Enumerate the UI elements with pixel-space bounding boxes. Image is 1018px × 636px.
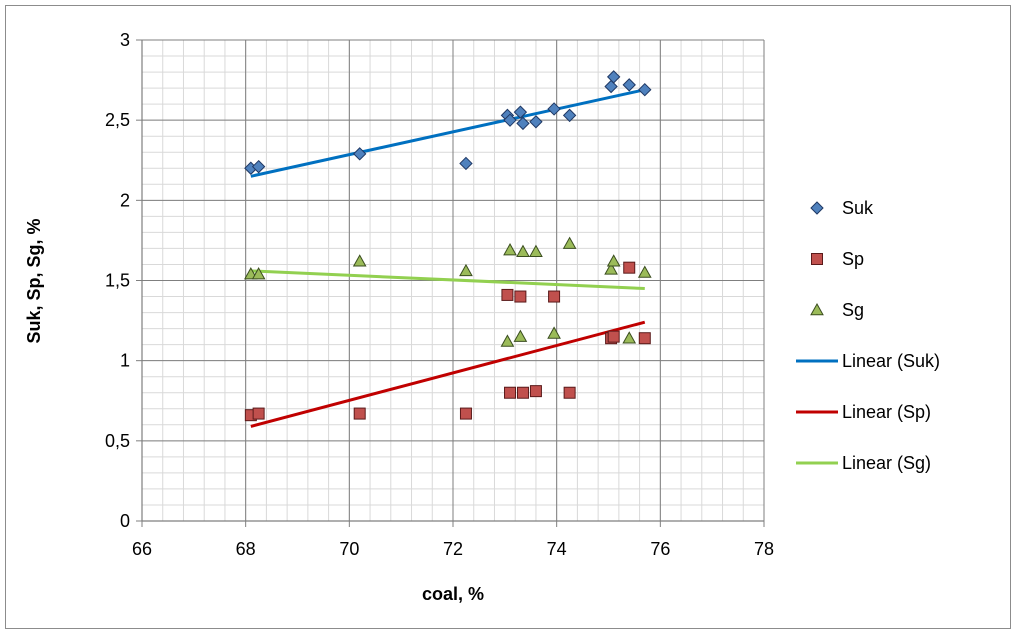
x-tick-label: 68: [236, 539, 256, 559]
legend: Suk Sp Sg Linear (Suk) Linear (Sp) Linear (Sg…: [796, 198, 940, 473]
point-suk: [352, 147, 367, 161]
point-sp: [623, 261, 636, 274]
point-suk: [516, 116, 530, 131]
point-sp: [252, 407, 265, 420]
point-sg: [352, 254, 367, 267]
data-points: [244, 70, 652, 422]
y-tick-label: 1: [120, 351, 130, 371]
y-tick-label: 1,5: [105, 271, 130, 291]
point-suk: [459, 156, 473, 171]
y-axis-title: Suk, Sp, Sg, %: [24, 218, 44, 343]
axes: [136, 39, 765, 527]
trendline-linear-sg: [250, 269, 645, 291]
point-suk: [503, 113, 517, 127]
point-sp: [563, 386, 576, 399]
legend-label-linear-sp: Linear (Sp): [842, 402, 931, 422]
point-suk: [547, 102, 561, 116]
point-suk: [529, 115, 543, 129]
point-sg: [622, 331, 637, 344]
point-sg: [516, 244, 530, 257]
y-tick-label: 0,5: [105, 431, 130, 451]
point-sg: [513, 329, 528, 342]
point-sp: [548, 290, 561, 303]
point-sg: [503, 243, 517, 256]
legend-label-sg: Sg: [842, 300, 864, 320]
point-sg: [529, 244, 543, 257]
trendline-linear-suk: [250, 88, 646, 178]
point-sp: [529, 385, 542, 398]
point-sp: [504, 386, 517, 399]
point-sp: [516, 386, 529, 399]
point-suk: [638, 82, 652, 97]
legend-label-linear-sg: Linear (Sg): [842, 453, 931, 473]
point-suk: [251, 159, 266, 174]
point-suk: [562, 108, 577, 123]
point-sp: [607, 330, 620, 343]
legend-marker-sg: [810, 302, 824, 316]
point-suk: [622, 78, 636, 92]
point-suk: [513, 105, 528, 119]
trendline-linear-sp: [250, 320, 646, 428]
point-sp: [514, 290, 527, 303]
point-sg: [500, 334, 515, 347]
legend-marker-suk: [810, 201, 824, 215]
x-tick-label: 72: [443, 539, 463, 559]
x-tick-label: 66: [132, 539, 152, 559]
legend-label-suk: Suk: [842, 198, 874, 218]
legend-label-linear-suk: Linear (Suk): [842, 351, 940, 371]
x-tick-label: 70: [339, 539, 359, 559]
chart-frame: [5, 5, 1011, 629]
x-tick-label: 74: [547, 539, 567, 559]
point-sg: [459, 263, 473, 277]
y-tick-label: 3: [120, 30, 130, 50]
tick-labels: 66 68 70 72 74 76 78 0 0,5 1 1,5 2 2,5 3: [105, 30, 774, 559]
point-sg: [547, 326, 561, 339]
point-sg: [251, 267, 266, 280]
y-tick-label: 0: [120, 511, 130, 531]
point-suk: [604, 79, 618, 94]
point-sg: [562, 236, 577, 249]
point-sp: [638, 332, 651, 345]
x-tick-label: 78: [754, 539, 774, 559]
point-sp: [459, 407, 472, 420]
point-suk: [606, 70, 621, 84]
legend-marker-sp: [811, 253, 823, 265]
x-axis-title: coal, %: [422, 584, 484, 604]
trendlines: [250, 88, 646, 428]
point-sg: [604, 262, 618, 275]
x-tick-label: 76: [650, 539, 670, 559]
point-sp: [501, 288, 514, 301]
point-sg: [606, 254, 621, 267]
point-sg: [637, 265, 652, 278]
legend-label-sp: Sp: [842, 249, 864, 269]
point-sp: [353, 407, 366, 420]
y-tick-label: 2: [120, 190, 130, 210]
y-tick-label: 2,5: [105, 110, 130, 130]
